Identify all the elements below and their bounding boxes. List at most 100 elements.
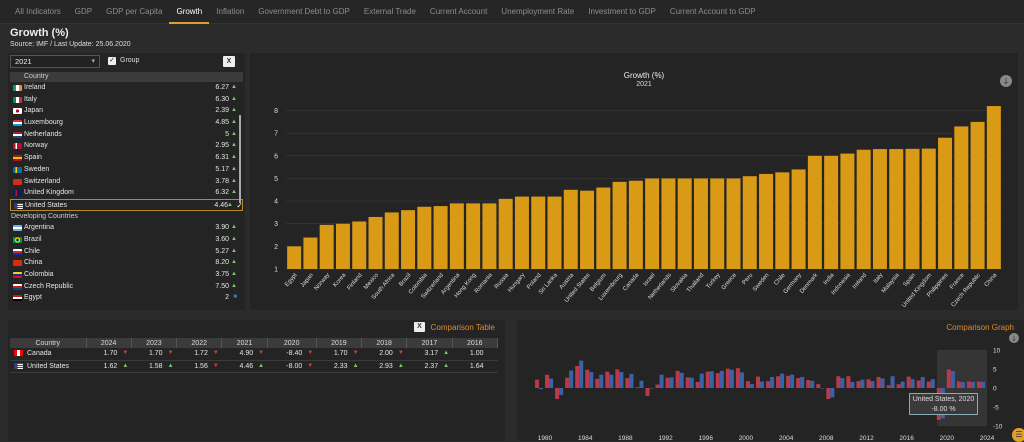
tab-all-indicators[interactable]: All Indicators [15, 6, 61, 16]
download-icon[interactable] [1000, 75, 1012, 87]
x-tick-label: 2004 [779, 435, 794, 441]
column-header[interactable]: 2020 [267, 338, 317, 348]
canada-bar [896, 384, 901, 388]
group-header[interactable]: Developing Countries [11, 212, 78, 220]
tab-inflation[interactable]: Inflation [216, 6, 245, 16]
usa-bar [980, 381, 985, 388]
flag-icon [14, 350, 23, 357]
tab-external-trade[interactable]: External Trade [363, 6, 416, 16]
trend-down-icon: ▼ [212, 362, 219, 369]
flag-icon [13, 178, 22, 185]
year-select[interactable]: 2021 ▾ [10, 55, 100, 68]
indicator-nav: All Indicators GDP GDP per Capita Growth Inf… [0, 0, 1024, 24]
column-header[interactable]: 2019 [316, 338, 363, 348]
tab-gdp[interactable]: GDP [74, 6, 93, 16]
usa-bar [850, 381, 855, 388]
tab-investment-to-gdp[interactable]: Investment to GDP [588, 6, 656, 16]
country-name: Spain [24, 154, 42, 162]
x-tick-label: Hungary [507, 272, 526, 293]
usa-bar [709, 371, 714, 388]
menu-icon[interactable]: ☰ [1012, 428, 1024, 442]
bar-spain [905, 148, 920, 269]
tab-growth[interactable]: Growth [169, 0, 210, 24]
country-row-luxembourg[interactable]: Luxembourg 4.85 ▲ [10, 117, 243, 129]
excel-export-icon[interactable]: X [223, 56, 235, 67]
cell-value: 2.33 ▲ [316, 360, 362, 373]
cell-value: 1.58 ▲ [131, 360, 177, 373]
table-row[interactable]: United States 1.62 ▲ 1.58 ▲ 1.56 ▼ 4.46 ▲ -8.00 ▼ 2… [10, 360, 498, 373]
canada-bar [645, 388, 650, 396]
tab-gdp-per-capita[interactable]: GDP per Capita [106, 6, 163, 16]
country-row-ireland[interactable]: Ireland 6.27 ▲ [10, 82, 243, 94]
column-header[interactable]: 2016 [452, 338, 499, 348]
usa-bar [780, 373, 785, 388]
country-row-netherlands[interactable]: Netherlands 5 ▲ [10, 129, 243, 141]
excel-export-icon[interactable]: X [414, 322, 425, 332]
country-row-czech-republic[interactable]: Czech Republic 7.50 ▲ [10, 281, 243, 293]
country-row-chile[interactable]: Chile 5.27 ▲ [10, 246, 243, 258]
chart-tooltip: United States, 2020 -8.00 % [909, 393, 978, 415]
country-row-egypt[interactable]: Egypt 2 ■ [10, 292, 243, 304]
trend-up-icon: ▲ [231, 177, 237, 184]
column-header[interactable]: 2018 [361, 338, 408, 348]
x-tick-label: Malaysia [881, 272, 901, 295]
comparison-graph-panel: Comparison Graph 10 5 0 -5 -10 1980 1984 1988 19… [517, 320, 1024, 441]
canada-bar [585, 369, 590, 388]
x-tick-label: Finland [347, 272, 364, 291]
country-row-italy[interactable]: Italy 6.30 ▲ [10, 94, 243, 106]
tab-unemployment-rate[interactable]: Unemployment Rate [501, 6, 575, 16]
column-header[interactable]: 2022 [176, 338, 223, 348]
cell-value: 3.17 ▲ [406, 348, 453, 361]
cell-text: 1.70 [148, 350, 163, 358]
country-row-spain[interactable]: Spain 6.31 ▲ [10, 152, 243, 164]
country-row-united-states[interactable]: United States 4.46 ▲ ✓ [10, 198, 243, 211]
flag-icon [14, 362, 23, 369]
country-row-china[interactable]: China 8.20 ▲ [10, 257, 243, 269]
comparison-table-title: Comparison Table [430, 323, 495, 332]
bar-indonesia [840, 153, 855, 269]
row-country: Canada [10, 348, 86, 361]
country-row-sweden[interactable]: Sweden 5.17 ▲ [10, 164, 243, 176]
x-tick-label: Norway [314, 272, 332, 291]
trend-up-icon: ▲ [231, 271, 237, 277]
usa-bar [860, 379, 865, 388]
country-row-switzerland[interactable]: Switzerland 3.78 ▲ [10, 176, 243, 188]
column-header[interactable]: 2024 [86, 338, 132, 348]
x-tick-label: Greece [721, 272, 739, 291]
usa-bar [970, 381, 975, 388]
tab-current-account-to-gdp[interactable]: Current Account to GDP [669, 6, 756, 16]
flag-icon [13, 248, 22, 255]
bar-mexico [368, 216, 383, 269]
country-name: Ireland [24, 84, 46, 91]
cell-value: -8.00 ▼ [267, 360, 317, 373]
x-tick-label: 1988 [618, 435, 633, 441]
country-column-header[interactable]: Country [10, 72, 243, 82]
tab-current-account[interactable]: Current Account [429, 6, 488, 16]
column-header[interactable]: Country [10, 338, 87, 348]
country-row-united-kingdom[interactable]: United Kingdom 6.32 ▲ [10, 187, 243, 199]
column-header[interactable]: 2023 [131, 338, 178, 348]
usa-bar [739, 372, 744, 388]
country-value: 5 [225, 130, 229, 138]
trend-up-icon: ▲ [167, 362, 174, 369]
column-header[interactable]: 2017 [406, 338, 453, 348]
trend-down-icon: ▼ [352, 350, 359, 357]
usa-bar [770, 376, 775, 388]
canada-bar [575, 365, 580, 388]
cell-text: 1.72 [194, 350, 208, 358]
tab-government-debt-to-gdp[interactable]: Government Debt to GDP [258, 6, 350, 16]
download-icon[interactable] [1009, 333, 1019, 343]
canada-bar [665, 377, 670, 388]
column-header[interactable]: 2021 [221, 338, 268, 348]
table-row[interactable]: Canada 1.70 ▼ 1.70 ▼ 1.72 ▼ 4.90 ▼ -8.40 ▼ 1.70 ▼ 2.0… [10, 348, 498, 361]
country-row-brazil[interactable]: Brazil 3.60 ▲ [10, 234, 243, 246]
country-row-colombia[interactable]: Colombia 3.75 ▲ [10, 269, 243, 281]
group-checkbox[interactable]: ✓ [108, 57, 116, 65]
country-row-norway[interactable]: Norway 2.95 ▲ [10, 140, 243, 152]
country-list-scrollbar[interactable] [239, 115, 241, 203]
cell-text: 1.56 [194, 362, 208, 370]
trend-up-icon: ▲ [231, 130, 237, 137]
flag-icon [13, 131, 22, 138]
country-row-argentina[interactable]: Argentina 3.90 ▲ [10, 222, 243, 234]
country-row-japan[interactable]: Japan 2.39 ▲ [10, 105, 243, 117]
